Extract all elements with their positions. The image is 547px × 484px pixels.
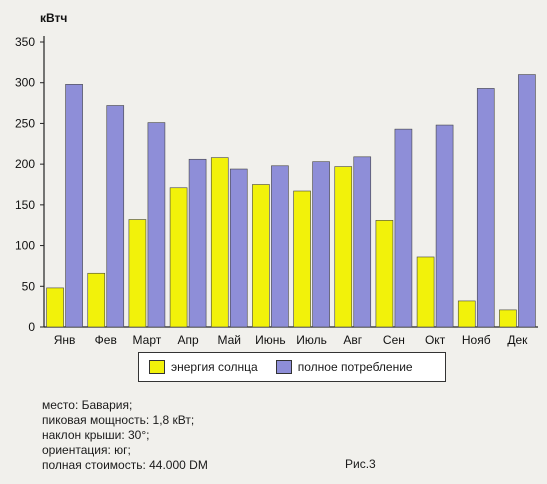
x-tick-label: Сен bbox=[383, 333, 405, 347]
x-tick-label: Фев bbox=[95, 333, 117, 347]
y-tick-label: 50 bbox=[22, 279, 36, 293]
bar-solar bbox=[334, 166, 353, 328]
bar-consumption bbox=[394, 128, 413, 328]
x-tick-label: Апр bbox=[177, 333, 199, 347]
x-tick-label: Июль bbox=[296, 333, 327, 347]
note-total-cost: полная стоимость: 44.000 DM bbox=[42, 458, 208, 472]
bar-consumption bbox=[435, 124, 454, 328]
y-tick-label: 300 bbox=[15, 76, 35, 90]
bar-solar bbox=[293, 190, 311, 328]
bars bbox=[46, 74, 536, 328]
note-orientation: ориентация: юг; bbox=[42, 443, 131, 457]
legend-item-consumption: полное потребление bbox=[275, 360, 413, 374]
y-tick-label: 0 bbox=[28, 320, 35, 334]
bar-solar bbox=[499, 309, 517, 328]
legend-item-solar: энергия солнца bbox=[149, 360, 258, 374]
x-tick-label: Май bbox=[217, 333, 241, 347]
bar-solar bbox=[252, 184, 270, 328]
y-tick-label: 250 bbox=[15, 116, 35, 130]
bar-solar bbox=[457, 300, 476, 328]
system-notes: место: Бавария; пиковая мощность: 1,8 кВ… bbox=[42, 398, 208, 473]
bar-solar bbox=[46, 287, 64, 328]
legend-swatch-solar bbox=[149, 360, 165, 374]
y-tick-label: 200 bbox=[15, 157, 35, 171]
chart-legend: энергия солнца полное потребление bbox=[138, 352, 446, 382]
y-axis-label: кВтч bbox=[40, 11, 67, 25]
bar-consumption bbox=[353, 156, 372, 328]
bar-consumption bbox=[312, 161, 330, 328]
bar-consumption bbox=[65, 84, 83, 328]
y-tick-label: 350 bbox=[15, 35, 35, 49]
note-location: место: Бавария; bbox=[42, 398, 133, 412]
x-tick-label: Нояб bbox=[462, 333, 491, 347]
x-tick-label: Июнь bbox=[255, 333, 286, 347]
axes bbox=[40, 36, 538, 328]
bar-solar bbox=[210, 157, 229, 328]
labels: 0 50 100 150 200 250 300 350 кВтч Янв Фев Март Апр Ма… bbox=[15, 11, 528, 347]
bar-solar bbox=[87, 272, 106, 328]
x-tick-label: Дек bbox=[507, 333, 528, 347]
x-tick-label: Март bbox=[133, 333, 162, 347]
legend-label-consumption: полное потребление bbox=[297, 360, 413, 374]
bar-consumption bbox=[229, 168, 248, 328]
bar-solar bbox=[416, 256, 435, 328]
bar-chart: 0 50 100 150 200 250 300 350 кВтч Янв Фев Март Апр Ма… bbox=[15, 11, 538, 347]
bar-consumption bbox=[476, 88, 495, 328]
bar-consumption bbox=[106, 105, 125, 328]
bar-consumption bbox=[188, 158, 207, 328]
bar-solar bbox=[128, 219, 147, 328]
note-peak-power: пиковая мощность: 1,8 кВт; bbox=[42, 413, 195, 427]
legend-label-solar: энергия солнца bbox=[171, 360, 258, 374]
bar-consumption bbox=[271, 165, 289, 328]
bar-solar bbox=[169, 187, 188, 328]
y-tick-label: 100 bbox=[15, 239, 35, 253]
x-tick-label: Янв bbox=[54, 333, 76, 347]
note-roof-tilt: наклон крыши: 30°; bbox=[42, 428, 150, 442]
y-tick-label: 150 bbox=[15, 198, 35, 212]
figure-label: Рис.3 bbox=[345, 457, 376, 471]
bar-consumption bbox=[147, 122, 166, 328]
x-tick-label: Окт bbox=[425, 333, 446, 347]
legend-swatch-consumption bbox=[275, 360, 292, 374]
bar-solar bbox=[375, 220, 394, 328]
x-tick-label: Авг bbox=[343, 333, 362, 347]
bar-consumption bbox=[518, 74, 536, 328]
